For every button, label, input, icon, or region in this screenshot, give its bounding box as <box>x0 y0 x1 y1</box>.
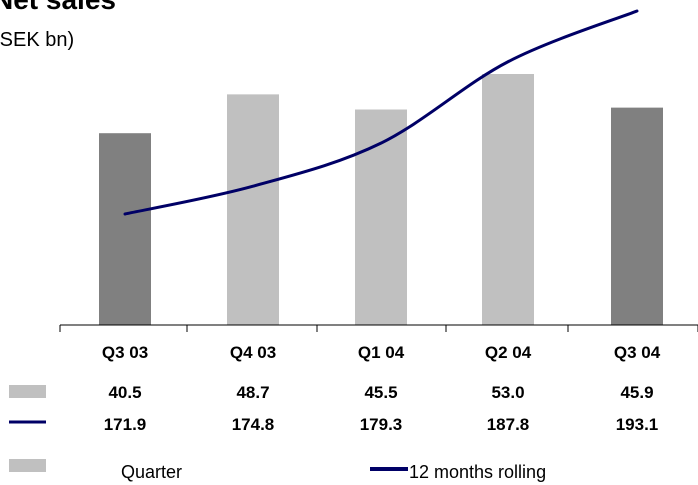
table-value-quarter-q1-04: 45.5 <box>364 383 397 402</box>
table-value-rolling-q4-03: 174.8 <box>232 415 275 434</box>
table-value-quarter-q4-03: 48.7 <box>236 383 269 402</box>
legend-label-quarter: Quarter <box>121 462 182 482</box>
x-tick-label-q3-03: Q3 03 <box>102 343 148 362</box>
chart-title: Net sales <box>0 0 116 14</box>
legend-swatch-quarter <box>9 459 46 472</box>
chart-subtitle: (SEK bn) <box>0 29 75 51</box>
legend-label-12-months-rolling: 12 months rolling <box>409 462 546 482</box>
line-series-12-months-rolling <box>123 9 639 216</box>
table-value-rolling-q1-04: 179.3 <box>360 415 403 434</box>
table-value-quarter-q3-04: 45.9 <box>620 383 653 402</box>
bar-q2-04 <box>482 74 534 325</box>
x-tick-label-q1-04: Q1 04 <box>358 343 405 362</box>
table-value-quarter-q3-03: 40.5 <box>108 383 141 402</box>
x-tick-label-q2-04: Q2 04 <box>485 343 532 362</box>
x-tick-label-q3-04: Q3 04 <box>614 343 661 362</box>
table-value-rolling-q3-04: 193.1 <box>616 415 659 434</box>
x-tick-label-q4-03: Q4 03 <box>230 343 276 362</box>
table-value-rolling-q2-04: 187.8 <box>487 415 530 434</box>
table-value-quarter-q2-04: 53.0 <box>491 383 524 402</box>
bar-q3-03 <box>99 133 151 325</box>
bar-q4-03 <box>227 94 279 325</box>
table-swatch-quarter <box>9 385 46 398</box>
bar-q3-04 <box>611 107 663 325</box>
table-value-rolling-q3-03: 171.9 <box>104 415 147 434</box>
bar-q1-04 <box>355 109 407 326</box>
